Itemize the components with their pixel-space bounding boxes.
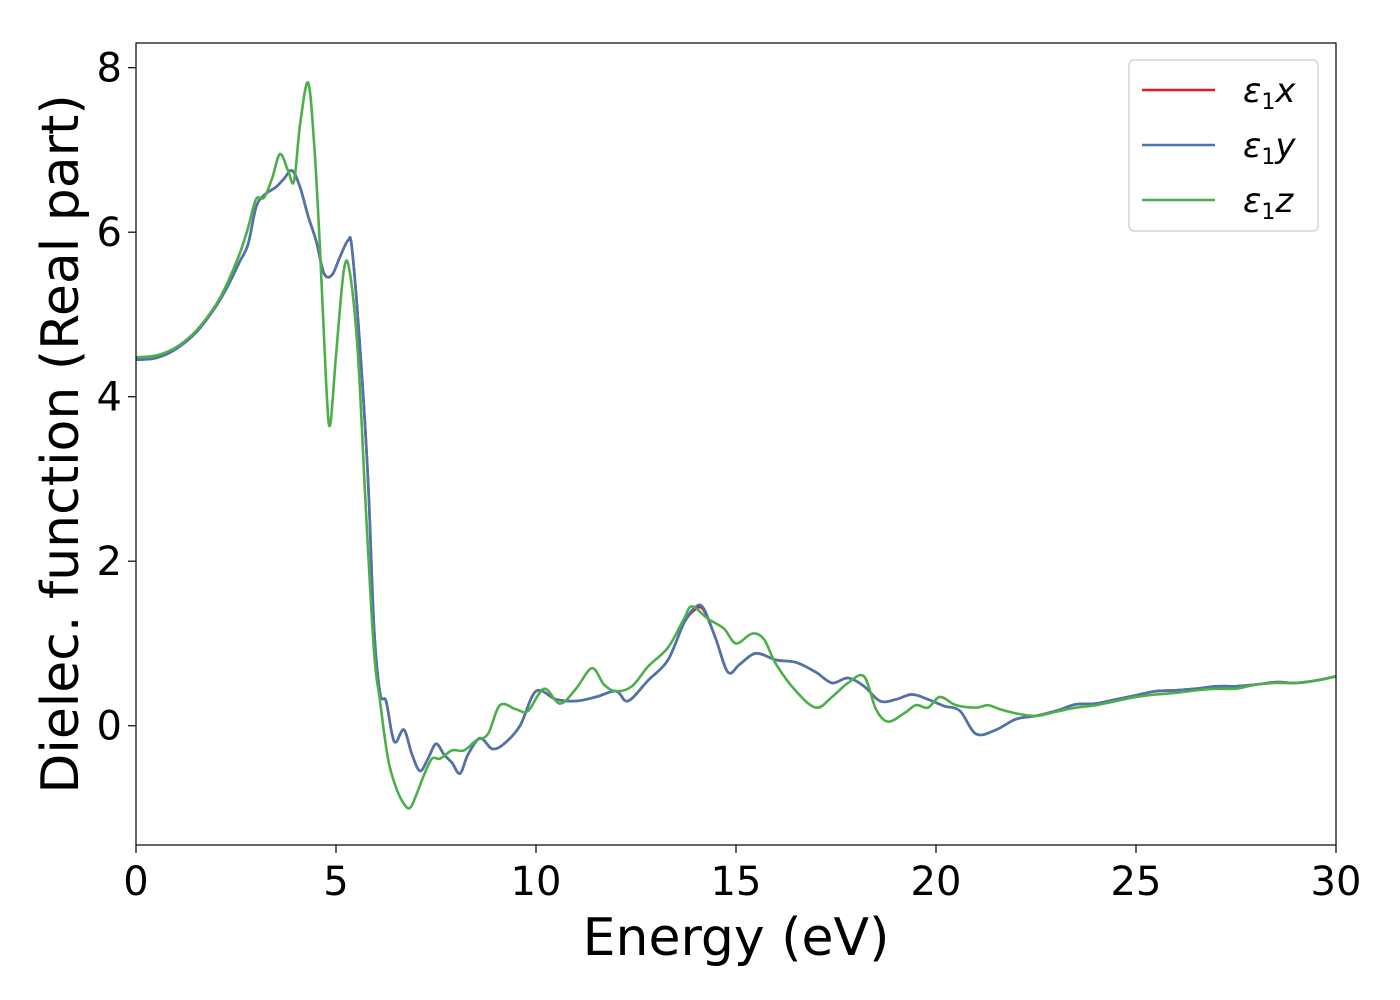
y-tick-label: 2 — [97, 539, 122, 585]
x-tick-label: 30 — [1311, 859, 1362, 905]
x-axis: 0 5 10 15 20 25 30 — [123, 845, 1361, 905]
x-tick-label: 25 — [1111, 859, 1162, 905]
y-tick-label: 4 — [97, 375, 122, 421]
legend-entry: ε1z — [1243, 181, 1294, 225]
y-tick-label: 6 — [97, 210, 122, 256]
series-line-y — [136, 169, 1336, 775]
y-tick-label: 0 — [97, 704, 122, 750]
x-tick-label: 15 — [711, 859, 762, 905]
x-tick-label: 5 — [323, 859, 348, 905]
series-line-x — [136, 169, 1336, 775]
legend-box — [1128, 59, 1319, 232]
legend-entry: ε1x — [1243, 71, 1296, 115]
x-tick-label: 20 — [911, 859, 962, 905]
x-tick-label: 0 — [123, 859, 148, 905]
series-line-z — [136, 81, 1336, 810]
x-axis-label: Energy (eV) — [583, 908, 890, 968]
x-tick-label: 10 — [511, 859, 562, 905]
series-layer — [136, 81, 1336, 810]
legend-entry: ε1y — [1243, 126, 1296, 170]
y-axis-label: Dielec. function (Real part) — [31, 94, 91, 793]
y-axis: 0 2 4 6 8 — [97, 46, 136, 750]
legend: ε1x ε1y ε1z — [1128, 59, 1319, 232]
y-tick-label: 8 — [97, 46, 122, 92]
